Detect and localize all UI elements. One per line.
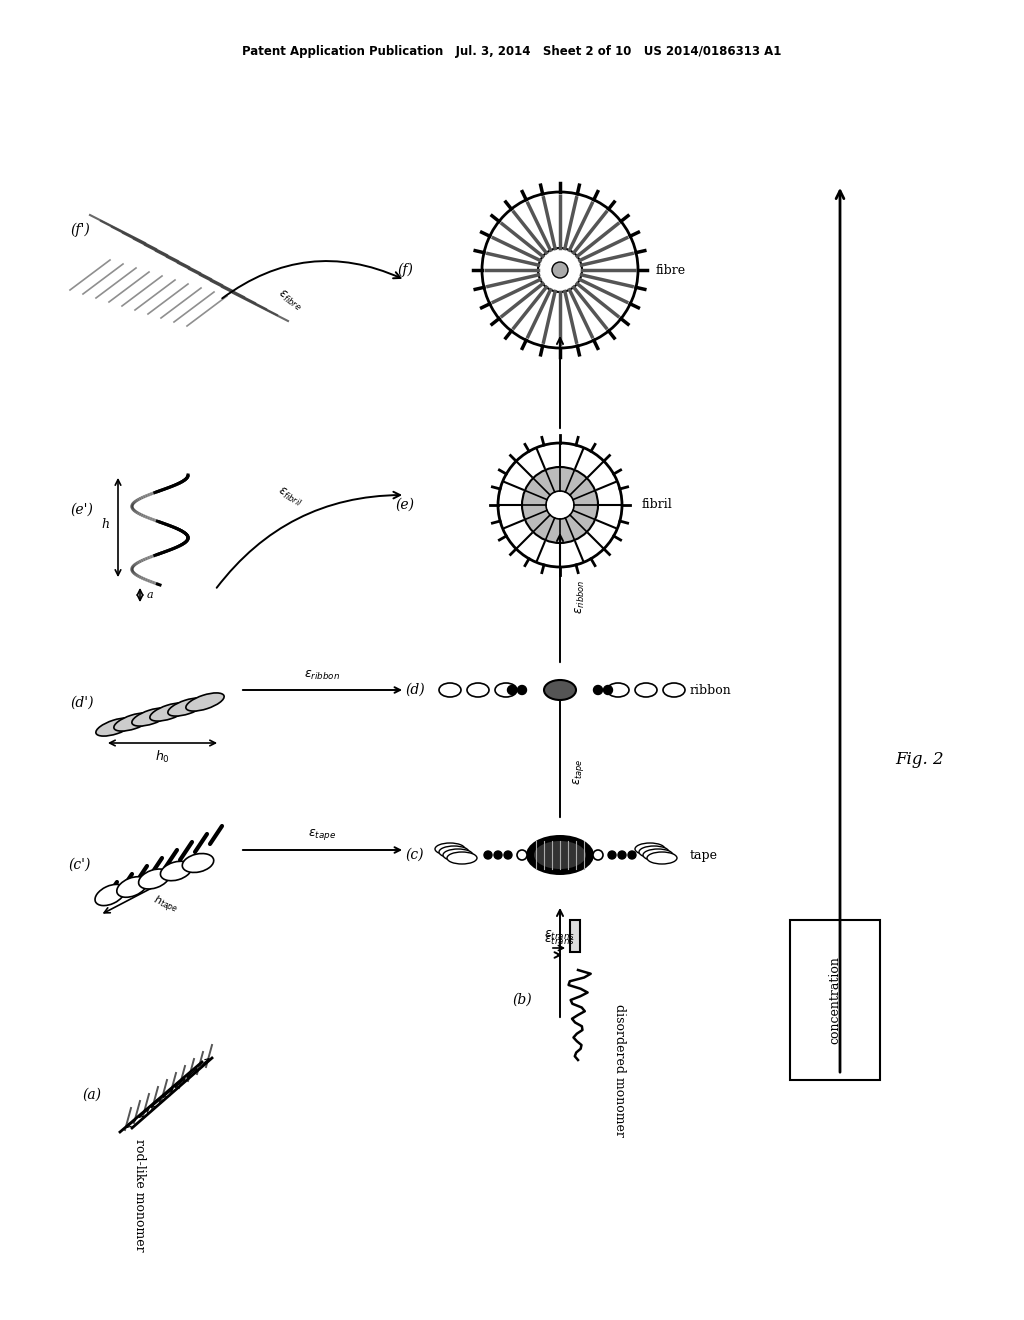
- Text: $\varepsilon_{ribbon}$: $\varepsilon_{ribbon}$: [304, 668, 340, 681]
- Ellipse shape: [643, 849, 673, 861]
- Circle shape: [517, 685, 526, 694]
- Ellipse shape: [150, 704, 188, 721]
- Ellipse shape: [447, 851, 477, 865]
- Ellipse shape: [114, 713, 153, 731]
- Ellipse shape: [443, 849, 473, 861]
- Circle shape: [552, 261, 568, 279]
- Ellipse shape: [495, 682, 517, 697]
- Text: $\varepsilon_{tape}$: $\varepsilon_{tape}$: [570, 759, 586, 785]
- Ellipse shape: [607, 682, 629, 697]
- Text: (c'): (c'): [69, 858, 91, 873]
- Ellipse shape: [647, 851, 677, 865]
- Text: $\varepsilon_{ribbon}$: $\varepsilon_{ribbon}$: [573, 579, 587, 614]
- Ellipse shape: [95, 884, 125, 906]
- Circle shape: [522, 467, 598, 543]
- Text: (b): (b): [512, 993, 531, 1007]
- Text: (e'): (e'): [71, 503, 93, 517]
- Ellipse shape: [138, 869, 169, 888]
- Text: Patent Application Publication   Jul. 3, 2014   Sheet 2 of 10   US 2014/0186313 : Patent Application Publication Jul. 3, 2…: [243, 45, 781, 58]
- Text: (c): (c): [406, 847, 424, 862]
- Ellipse shape: [526, 836, 594, 875]
- Text: Fig. 2: Fig. 2: [896, 751, 944, 768]
- Circle shape: [494, 851, 502, 859]
- Bar: [790, 920, 880, 1080]
- Text: fibril: fibril: [642, 499, 673, 511]
- Ellipse shape: [663, 682, 685, 697]
- Text: rod-like monomer: rod-like monomer: [133, 1139, 146, 1251]
- Text: $\varepsilon_{fibril}$: $\varepsilon_{fibril}$: [275, 484, 305, 510]
- Ellipse shape: [635, 843, 665, 855]
- Circle shape: [608, 851, 616, 859]
- Text: ribbon: ribbon: [690, 684, 732, 697]
- Text: fibre: fibre: [656, 264, 686, 276]
- Text: $\varepsilon_{trans}$: $\varepsilon_{trans}$: [545, 933, 575, 946]
- Text: $h_{tape}$: $h_{tape}$: [150, 892, 180, 917]
- Text: (d'): (d'): [71, 696, 94, 710]
- Circle shape: [628, 851, 636, 859]
- Text: concentration: concentration: [828, 956, 842, 1044]
- Circle shape: [594, 685, 602, 694]
- Circle shape: [504, 851, 512, 859]
- Text: h: h: [101, 519, 109, 532]
- Text: $\varepsilon_{trans}$: $\varepsilon_{trans}$: [545, 928, 575, 941]
- Ellipse shape: [639, 846, 669, 858]
- Text: $\varepsilon_{fibre}$: $\varepsilon_{fibre}$: [275, 286, 305, 313]
- Text: (a): (a): [83, 1088, 101, 1102]
- Ellipse shape: [435, 843, 465, 855]
- Circle shape: [498, 444, 622, 568]
- Ellipse shape: [544, 680, 575, 700]
- Ellipse shape: [186, 693, 224, 711]
- Bar: [570, 920, 580, 952]
- Text: (f): (f): [397, 263, 413, 277]
- Ellipse shape: [161, 861, 191, 880]
- Text: (d): (d): [406, 682, 425, 697]
- Circle shape: [603, 685, 612, 694]
- Circle shape: [517, 850, 527, 861]
- Ellipse shape: [182, 854, 214, 873]
- Ellipse shape: [117, 876, 147, 898]
- Circle shape: [482, 191, 638, 348]
- Text: $h_0$: $h_0$: [155, 748, 169, 766]
- Circle shape: [538, 248, 582, 292]
- Ellipse shape: [635, 682, 657, 697]
- Circle shape: [484, 851, 492, 859]
- Circle shape: [508, 685, 516, 694]
- Text: a: a: [146, 590, 154, 601]
- Ellipse shape: [96, 718, 134, 737]
- Ellipse shape: [439, 846, 469, 858]
- Circle shape: [593, 850, 603, 861]
- Ellipse shape: [168, 698, 206, 715]
- Text: tape: tape: [690, 849, 718, 862]
- Ellipse shape: [439, 682, 461, 697]
- Ellipse shape: [467, 682, 489, 697]
- Text: disordered monomer: disordered monomer: [613, 1003, 627, 1137]
- Ellipse shape: [534, 841, 586, 869]
- Text: (f'): (f'): [70, 223, 90, 238]
- Text: (e): (e): [395, 498, 415, 512]
- Circle shape: [546, 491, 574, 519]
- Text: $\varepsilon_{tape}$: $\varepsilon_{tape}$: [308, 828, 336, 842]
- Ellipse shape: [132, 708, 170, 726]
- Circle shape: [618, 851, 626, 859]
